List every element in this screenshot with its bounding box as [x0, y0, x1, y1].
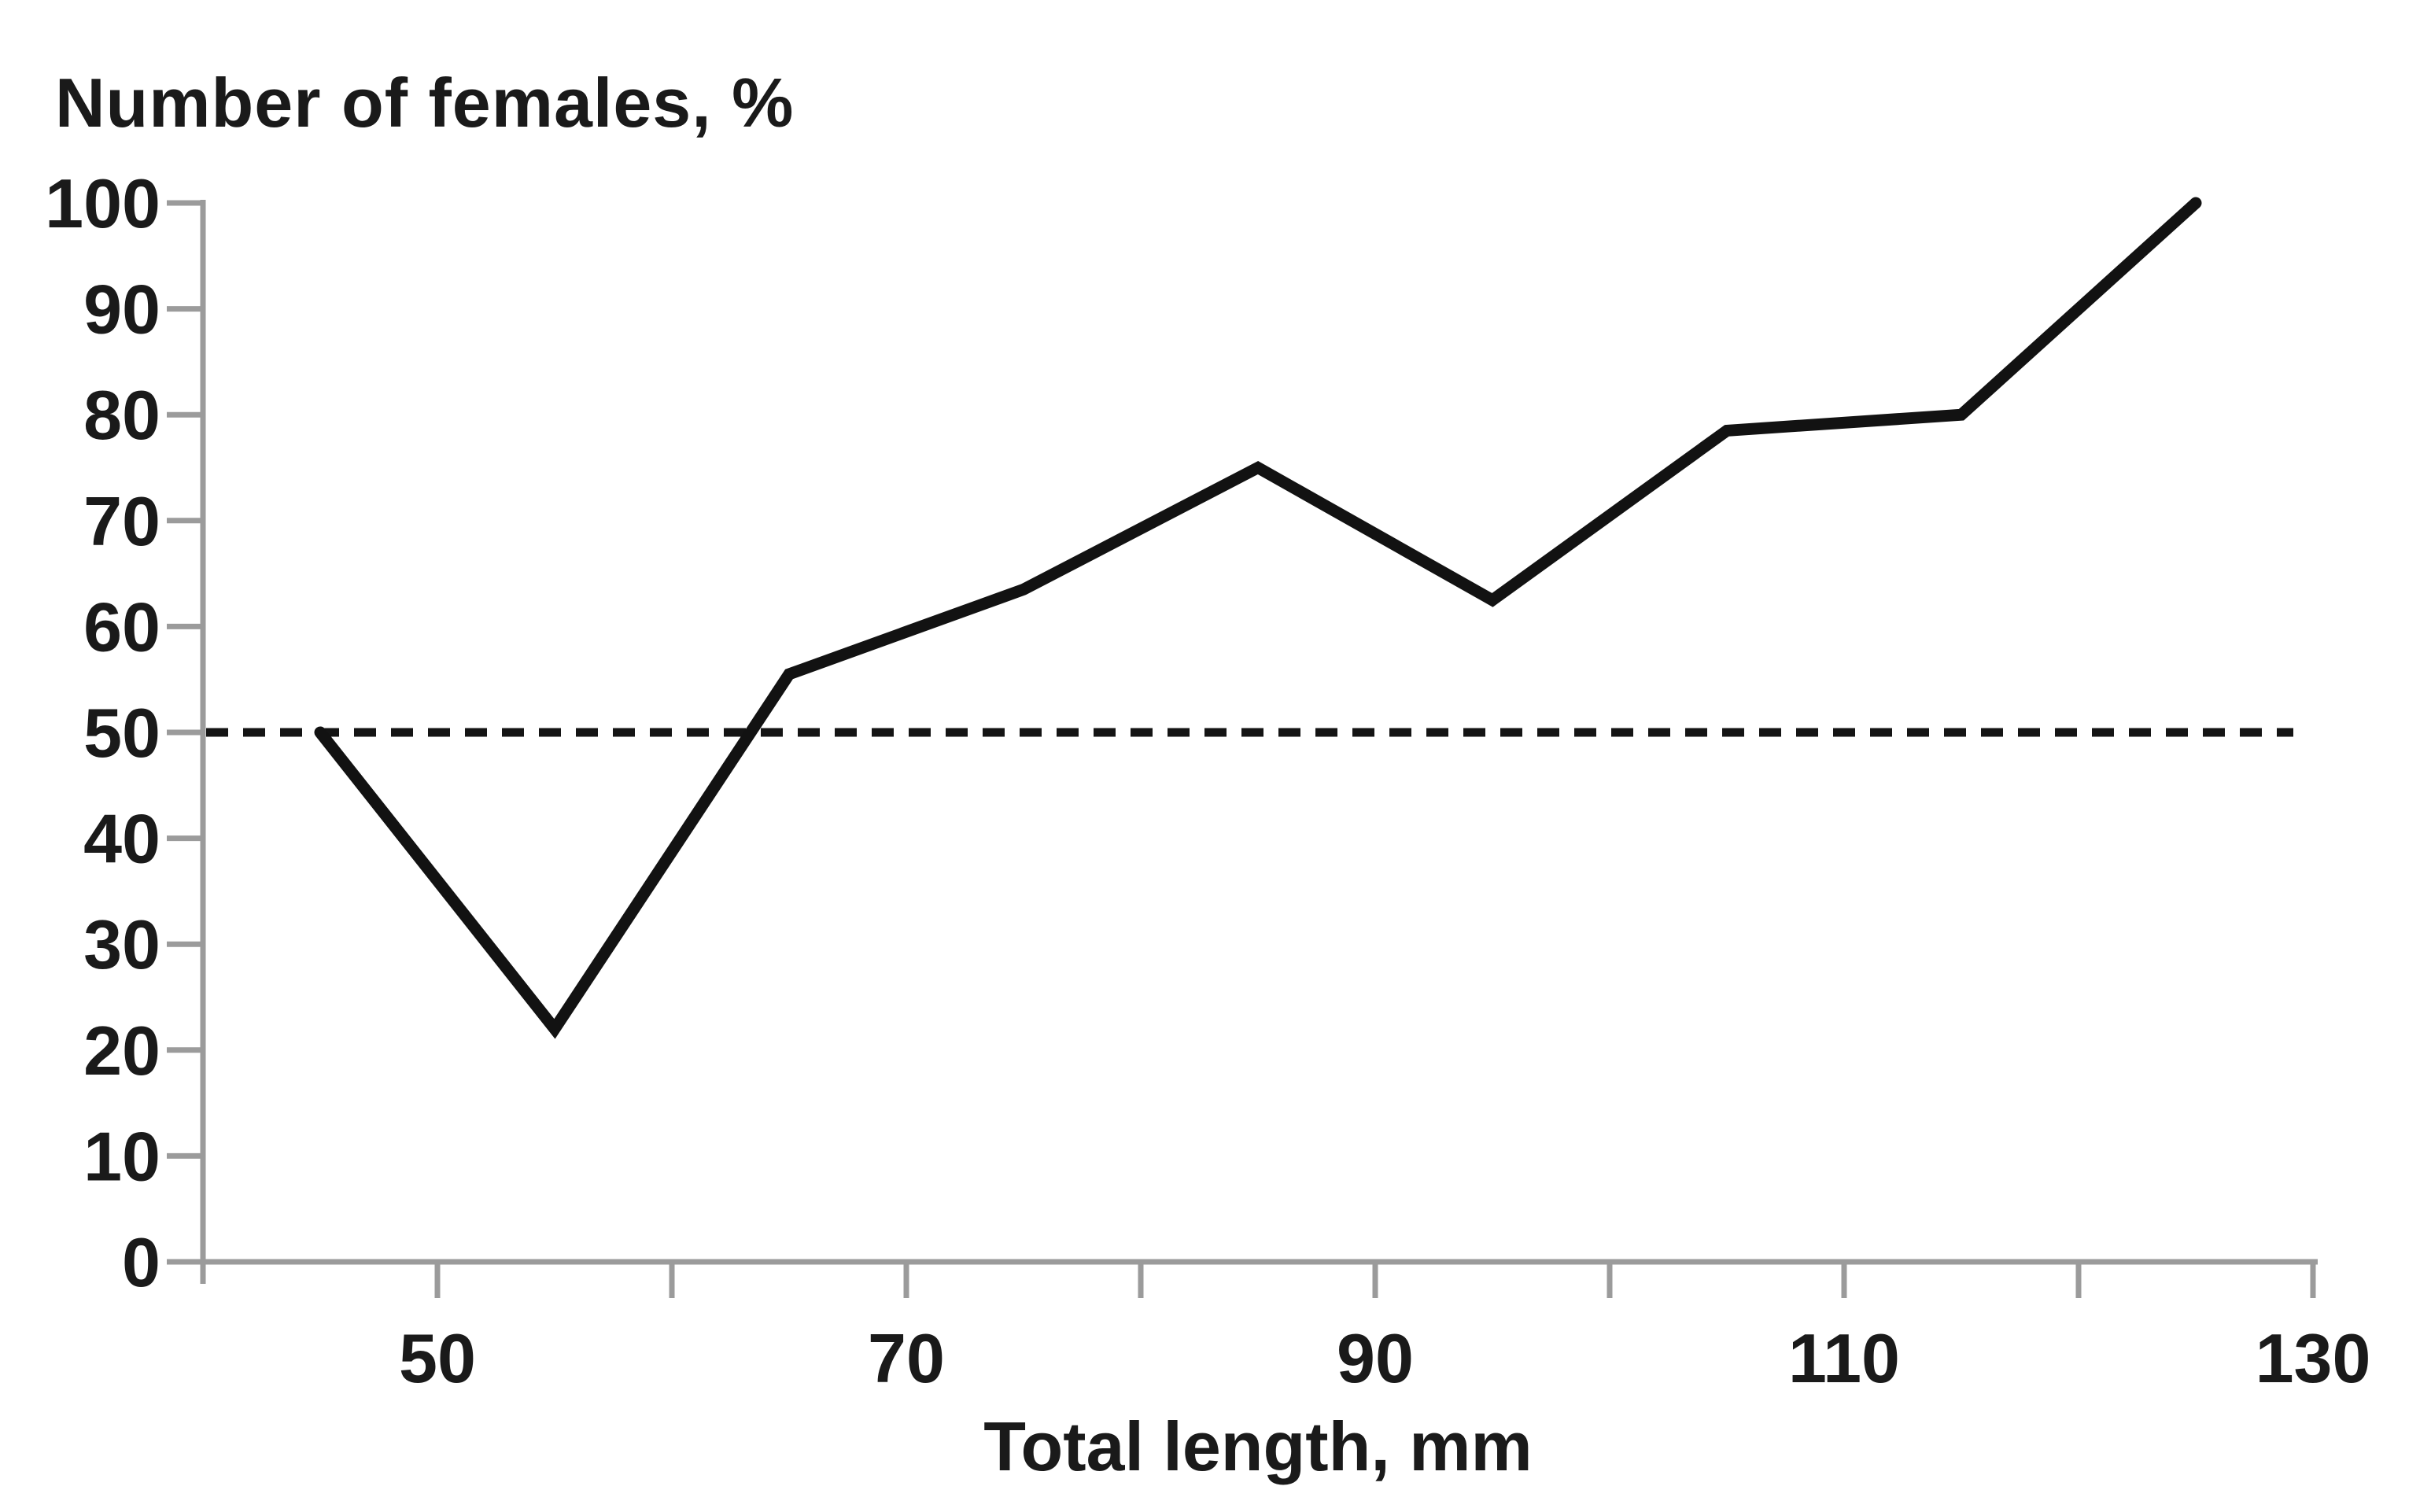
y-tick-label: 70	[83, 482, 160, 560]
y-tick-label: 60	[83, 588, 160, 666]
y-axis-title: Number of females, %	[55, 64, 795, 142]
y-tick-label: 50	[83, 694, 160, 772]
data-series-line	[314, 197, 2202, 1039]
y-tick-label: 30	[83, 905, 160, 983]
x-axis-title: Total length, mm	[983, 1407, 1533, 1485]
y-tick-label: 10	[83, 1117, 160, 1195]
y-tick-label: 40	[83, 800, 160, 878]
x-tick-label: 70	[868, 1319, 945, 1397]
x-tick-label: 130	[2256, 1319, 2371, 1397]
x-tick-label: 90	[1337, 1319, 1414, 1397]
y-tick-label: 80	[83, 376, 160, 454]
y-tick-label: 0	[122, 1223, 160, 1301]
y-tick-label: 20	[83, 1012, 160, 1090]
y-tick-label: 100	[45, 164, 160, 242]
y-tick-label: 90	[83, 271, 160, 348]
x-tick-label: 50	[399, 1319, 476, 1397]
x-tick-label: 110	[1788, 1319, 1900, 1397]
